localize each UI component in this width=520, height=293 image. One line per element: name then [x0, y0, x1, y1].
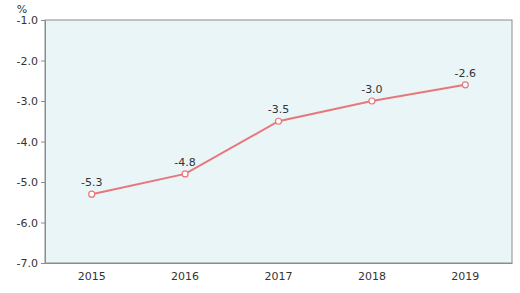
tick: -2.0 — [17, 55, 45, 68]
marker — [182, 171, 188, 177]
marker — [276, 118, 282, 124]
tick: -7.0 — [17, 257, 45, 270]
tick: -4.0 — [17, 136, 45, 149]
tick-label: 2019 — [451, 270, 479, 283]
data-label: -5.3 — [81, 176, 102, 189]
tick-mark — [41, 20, 45, 21]
data-label: -4.8 — [174, 156, 195, 169]
tick-label: 2017 — [265, 270, 293, 283]
tick-label: 2015 — [78, 270, 106, 283]
tick-label: 2016 — [171, 270, 199, 283]
tick: 2016 — [171, 270, 199, 283]
data-label: -2.6 — [455, 67, 476, 80]
data-labels: -5.3 -4.8 -3.5 -3.0 -2.6 — [81, 67, 476, 189]
axis-line — [45, 21, 46, 264]
data-label: -3.0 — [361, 83, 382, 96]
tick-label: -6.0 — [17, 217, 38, 230]
tick-mark — [41, 61, 45, 62]
y-axis: -7.0-6.0-5.0-4.0-3.0-2.0-1.0 — [17, 14, 46, 270]
tick-label: -3.0 — [17, 95, 38, 108]
marker — [369, 98, 375, 104]
chart: -7.0-6.0-5.0-4.0-3.0-2.0-1.0201520162017… — [0, 0, 520, 293]
plot-background — [45, 20, 512, 263]
tick: 2018 — [358, 270, 386, 283]
tick-mark — [41, 263, 45, 264]
plot: -7.0-6.0-5.0-4.0-3.0-2.0-1.0201520162017… — [17, 14, 513, 283]
tick: -5.0 — [17, 176, 45, 189]
tick-label: -5.0 — [17, 176, 38, 189]
tick-label: -2.0 — [17, 55, 38, 68]
tick: 2017 — [265, 270, 293, 283]
tick-mark — [41, 223, 45, 224]
line — [92, 85, 466, 194]
tick-label: -4.0 — [17, 136, 38, 149]
axis-title: % — [17, 3, 27, 16]
tick-mark — [41, 182, 45, 183]
tick: 2019 — [451, 270, 479, 283]
marker — [462, 82, 468, 88]
tick: -6.0 — [17, 217, 45, 230]
data-label: -3.5 — [268, 103, 289, 116]
tick: -3.0 — [17, 95, 45, 108]
axis-line — [46, 263, 513, 264]
tick: 2015 — [78, 270, 106, 283]
x-axis: 2015 2016 2017 2018 2019 — [46, 264, 513, 283]
tick-label: 2018 — [358, 270, 386, 283]
marker — [89, 191, 95, 197]
tick-mark — [41, 101, 45, 102]
tick-mark — [41, 142, 45, 143]
series — [89, 82, 469, 197]
tick-label: -7.0 — [17, 257, 38, 270]
